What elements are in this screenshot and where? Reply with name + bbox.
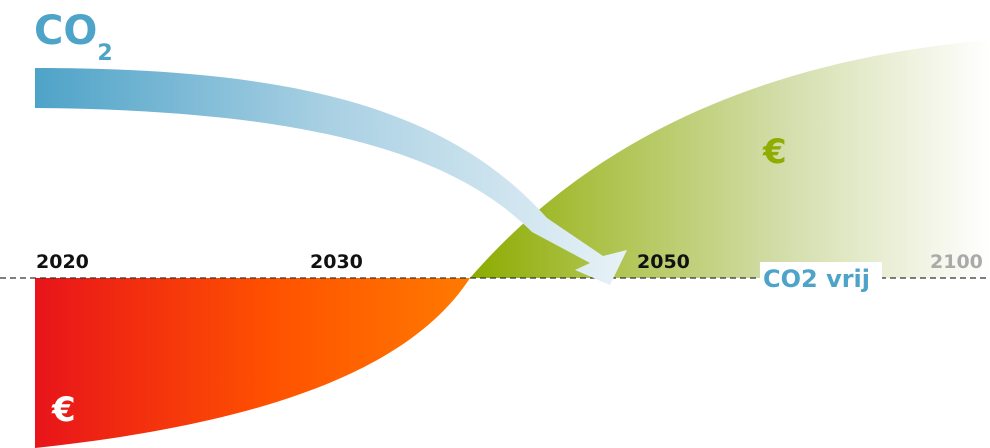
co2-free-label-backdrop	[760, 262, 882, 292]
co2-free-label: CO2 vrij	[763, 265, 870, 293]
co2-title: CO2	[34, 8, 113, 66]
gain-euro-symbol: €	[762, 132, 787, 172]
gain-area	[470, 40, 990, 278]
cost-area	[35, 278, 470, 448]
co2-band	[35, 68, 627, 285]
year-label-2020: 2020	[36, 251, 89, 273]
year-label-2050: 2050	[637, 251, 690, 273]
cost-euro-symbol: €	[51, 390, 76, 430]
year-label-2030: 2030	[310, 251, 363, 273]
year-label-2100: 2100	[930, 251, 983, 273]
